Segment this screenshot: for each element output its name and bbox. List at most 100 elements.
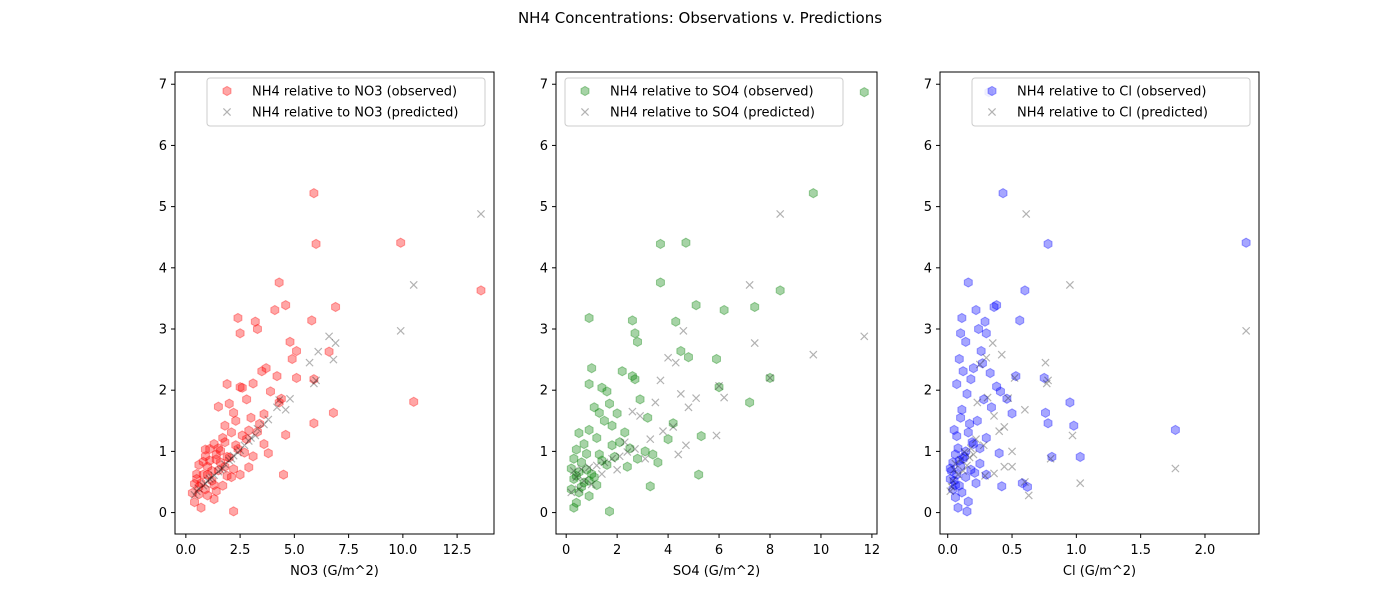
data-point — [712, 431, 721, 440]
data-point — [328, 407, 338, 419]
data-point — [1068, 431, 1077, 440]
data-point — [207, 465, 217, 477]
data-point — [203, 476, 212, 485]
data-point — [216, 465, 225, 474]
data-point — [248, 378, 258, 389]
data-point — [587, 480, 596, 489]
data-point — [975, 360, 984, 369]
data-point — [209, 493, 219, 505]
y-tick-label: 5 — [159, 200, 167, 215]
data-point — [1043, 238, 1053, 250]
data-point — [775, 285, 785, 296]
data-point — [396, 237, 406, 248]
data-point — [669, 422, 678, 431]
data-point — [950, 465, 959, 474]
data-point — [630, 444, 640, 453]
data-point — [222, 451, 232, 463]
data-point — [222, 378, 232, 390]
data-point — [691, 299, 701, 311]
data-point — [620, 427, 630, 438]
data-point — [216, 457, 226, 468]
data-point — [281, 429, 291, 441]
series-predicted — [946, 209, 1251, 500]
legend-label: NH4 relative to SO4 (observed) — [610, 85, 814, 100]
legend-label: NH4 relative to NO3 (observed) — [252, 85, 457, 100]
data-point — [242, 394, 252, 405]
data-point — [600, 458, 609, 467]
data-point — [207, 475, 217, 486]
data-point — [252, 426, 262, 437]
data-point — [237, 430, 247, 441]
data-point — [569, 453, 579, 464]
data-point — [192, 473, 202, 485]
data-point — [276, 393, 286, 404]
data-point — [954, 455, 964, 466]
data-point — [684, 403, 693, 412]
data-point — [953, 443, 963, 454]
data-point — [259, 408, 269, 420]
data-point — [980, 316, 990, 327]
data-point — [750, 339, 759, 348]
data-point — [279, 469, 288, 480]
data-point — [627, 315, 637, 326]
data-point — [989, 301, 999, 313]
data-point — [272, 403, 282, 412]
data-point — [1076, 479, 1085, 488]
data-point — [1020, 285, 1030, 296]
data-point — [971, 435, 981, 444]
plot-area — [940, 72, 1259, 534]
data-point — [592, 479, 602, 491]
data-point — [225, 456, 234, 465]
data-point — [1065, 397, 1075, 408]
data-point — [584, 312, 594, 324]
data-point — [257, 366, 267, 377]
data-point — [623, 447, 632, 457]
data-point — [956, 461, 966, 472]
data-point — [859, 87, 869, 98]
data-point — [808, 187, 818, 199]
data-point — [585, 463, 594, 472]
data-point — [589, 402, 599, 413]
data-point — [196, 478, 206, 489]
data-point — [962, 506, 972, 517]
y-tick-label: 5 — [924, 200, 932, 215]
data-point — [314, 347, 323, 356]
data-point — [220, 460, 229, 469]
data-point — [633, 453, 643, 464]
data-point — [630, 374, 640, 385]
data-point — [957, 404, 967, 415]
data-point — [574, 487, 584, 498]
data-point — [200, 444, 210, 455]
data-point — [981, 328, 991, 339]
x-tick-label: 4 — [664, 543, 672, 558]
data-point — [994, 448, 1004, 459]
data-point — [209, 438, 219, 450]
data-point — [1010, 373, 1019, 382]
data-point — [194, 481, 204, 493]
legend-marker — [987, 107, 997, 117]
data-point — [231, 415, 241, 426]
data-point — [968, 438, 978, 450]
data-point — [211, 449, 221, 460]
data-point — [216, 445, 226, 456]
legend-marker — [580, 85, 590, 97]
chart-panel-3: 0.0 0.5 1.0 1.5 2.0 0 1 2 3 4 5 6 7 Cl (G/m^2) NH4 rel… — [924, 71, 1260, 579]
legend-label: NH4 relative to NO3 (predicted) — [252, 106, 458, 121]
data-point — [998, 187, 1008, 199]
data-point — [231, 440, 241, 451]
data-point — [574, 427, 584, 439]
data-point — [973, 398, 982, 407]
data-point — [681, 441, 690, 450]
data-point — [281, 405, 290, 414]
data-point — [1047, 451, 1057, 463]
data-point — [947, 482, 956, 491]
y-tick-label: 7 — [540, 78, 548, 93]
legend: NH4 relative to NO3 (observed) NH4 relati… — [206, 77, 486, 127]
data-point — [765, 373, 775, 382]
data-point — [960, 447, 969, 457]
data-point — [965, 418, 975, 430]
data-point — [692, 394, 701, 403]
data-point — [658, 427, 668, 436]
data-point — [651, 398, 660, 407]
